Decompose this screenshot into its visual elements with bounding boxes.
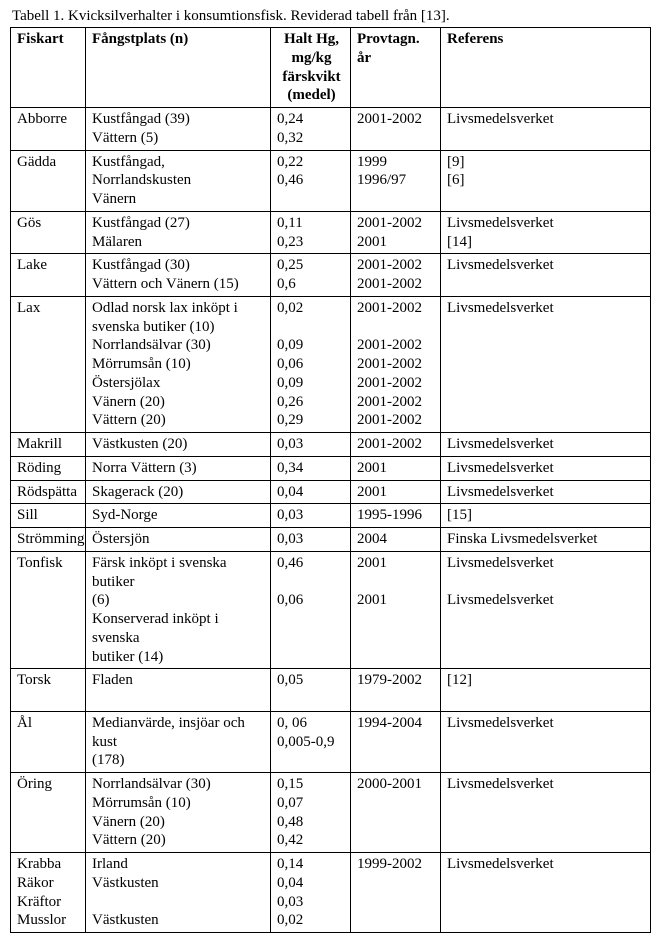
cell-plats: Medianvärde, insjöar och kust (178) [86, 711, 271, 772]
cell-halt: 0,03 [271, 433, 351, 457]
cell-plats: Kustfångad, Norrlandskusten Vänern [86, 150, 271, 211]
cell-fiskart: Abborre [11, 108, 86, 151]
cell-ar: 1979-2002 [351, 669, 441, 712]
cell-halt: 0,03 [271, 504, 351, 528]
table-caption: Tabell 1. Kvicksilverhalter i konsumtion… [12, 8, 650, 25]
cell-ref: Livsmedelsverket [441, 773, 651, 853]
table-row: LakeKustfångad (30) Vättern och Vänern (… [11, 254, 651, 297]
cell-ar: 2001-2002 [351, 433, 441, 457]
cell-halt: 0,22 0,46 [271, 150, 351, 211]
cell-fiskart: Strömming [11, 528, 86, 552]
cell-ref: Livsmedelsverket [441, 296, 651, 432]
cell-fiskart: Röding [11, 456, 86, 480]
cell-plats: Kustfångad (27) Mälaren [86, 211, 271, 254]
table-row: Krabba Räkor Kräftor MusslorIrland Västk… [11, 853, 651, 933]
cell-ref: Livsmedelsverket [441, 108, 651, 151]
cell-ref: Livsmedelsverket [441, 853, 651, 933]
table-row: LaxOdlad norsk lax inköpt i svenska buti… [11, 296, 651, 432]
cell-ref: Livsmedelsverket [441, 433, 651, 457]
col-plats: Fångstplats (n) [86, 28, 271, 108]
cell-ar: 1999 1996/97 [351, 150, 441, 211]
cell-ar: 2000-2001 [351, 773, 441, 853]
cell-fiskart: Öring [11, 773, 86, 853]
col-fiskart: Fiskart [11, 28, 86, 108]
cell-ref: [12] [441, 669, 651, 712]
cell-halt: 0,05 [271, 669, 351, 712]
cell-ref: Livsmedelsverket [441, 480, 651, 504]
table-row: AbborreKustfångad (39) Vättern (5)0,24 0… [11, 108, 651, 151]
table-row: GösKustfångad (27) Mälaren0,11 0,232001-… [11, 211, 651, 254]
table-row: RödspättaSkagerack (20)0,042001Livsmedel… [11, 480, 651, 504]
col-ref: Referens [441, 28, 651, 108]
table-row: RödingNorra Vättern (3)0,342001Livsmedel… [11, 456, 651, 480]
table-header-row: Fiskart Fångstplats (n) Halt Hg, mg/kg f… [11, 28, 651, 108]
cell-halt: 0,34 [271, 456, 351, 480]
cell-plats: Skagerack (20) [86, 480, 271, 504]
cell-ar: 2001 [351, 480, 441, 504]
cell-ar: 2001 [351, 456, 441, 480]
cell-fiskart: Rödspätta [11, 480, 86, 504]
table-row: TonfiskFärsk inköpt i svenska butiker (6… [11, 551, 651, 669]
cell-ar: 2004 [351, 528, 441, 552]
cell-fiskart: Gös [11, 211, 86, 254]
table-row: GäddaKustfångad, Norrlandskusten Vänern0… [11, 150, 651, 211]
col-halt: Halt Hg, mg/kg färskvikt (medel) [271, 28, 351, 108]
cell-plats: Östersjön [86, 528, 271, 552]
cell-ar: 1999-2002 [351, 853, 441, 933]
cell-plats: Västkusten (20) [86, 433, 271, 457]
cell-ar: 2001-2002 2001 [351, 211, 441, 254]
cell-ref: [9] [6] [441, 150, 651, 211]
cell-fiskart: Lax [11, 296, 86, 432]
table-row: StrömmingÖstersjön0,032004Finska Livsmed… [11, 528, 651, 552]
cell-fiskart: Sill [11, 504, 86, 528]
cell-plats: Odlad norsk lax inköpt i svenska butiker… [86, 296, 271, 432]
cell-halt: 0, 06 0,005-0,9 [271, 711, 351, 772]
cell-ar: 1995-1996 [351, 504, 441, 528]
cell-ref: Livsmedelsverket [14] [441, 211, 651, 254]
cell-ar: 2001-2002 2001-2002 [351, 254, 441, 297]
cell-fiskart: Krabba Räkor Kräftor Musslor [11, 853, 86, 933]
table-row: MakrillVästkusten (20)0,032001-2002Livsm… [11, 433, 651, 457]
cell-plats: Norrlandsälvar (30) Mörrumsån (10) Väner… [86, 773, 271, 853]
cell-ar: 2001-2002 2001-2002 2001-2002 2001-2002 … [351, 296, 441, 432]
cell-plats: Norra Vättern (3) [86, 456, 271, 480]
cell-halt: 0,11 0,23 [271, 211, 351, 254]
cell-fiskart: Ål [11, 711, 86, 772]
cell-halt: 0,03 [271, 528, 351, 552]
cell-fiskart: Lake [11, 254, 86, 297]
cell-ref: Livsmedelsverket [441, 456, 651, 480]
cell-halt: 0,24 0,32 [271, 108, 351, 151]
table-row: ÅlMedianvärde, insjöar och kust (178)0, … [11, 711, 651, 772]
col-ar: Provtagn. år [351, 28, 441, 108]
cell-ar: 2001 2001 [351, 551, 441, 669]
cell-fiskart: Makrill [11, 433, 86, 457]
cell-halt: 0,25 0,6 [271, 254, 351, 297]
table-body: AbborreKustfångad (39) Vättern (5)0,24 0… [11, 108, 651, 933]
cell-ref: [15] [441, 504, 651, 528]
cell-plats: Irland Västkusten Västkusten [86, 853, 271, 933]
cell-fiskart: Tonfisk [11, 551, 86, 669]
cell-ref: Livsmedelsverket [441, 711, 651, 772]
cell-ref: Livsmedelsverket [441, 254, 651, 297]
table-row: SillSyd-Norge0,031995-1996[15] [11, 504, 651, 528]
cell-halt: 0,14 0,04 0,03 0,02 [271, 853, 351, 933]
cell-halt: 0,04 [271, 480, 351, 504]
cell-halt: 0,15 0,07 0,48 0,42 [271, 773, 351, 853]
cell-ref: Livsmedelsverket Livsmedelsverket [441, 551, 651, 669]
cell-fiskart: Torsk [11, 669, 86, 712]
table-row: TorskFladen0,05 1979-2002[12] [11, 669, 651, 712]
mercury-table: Fiskart Fångstplats (n) Halt Hg, mg/kg f… [10, 27, 651, 933]
cell-halt: 0,02 0,09 0,06 0,09 0,26 0,29 [271, 296, 351, 432]
cell-ar: 1994-2004 [351, 711, 441, 772]
cell-plats: Fladen [86, 669, 271, 712]
cell-ar: 2001-2002 [351, 108, 441, 151]
cell-plats: Syd-Norge [86, 504, 271, 528]
cell-ref: Finska Livsmedelsverket [441, 528, 651, 552]
cell-plats: Kustfångad (39) Vättern (5) [86, 108, 271, 151]
cell-plats: Kustfångad (30) Vättern och Vänern (15) [86, 254, 271, 297]
cell-fiskart: Gädda [11, 150, 86, 211]
cell-halt: 0,46 0,06 [271, 551, 351, 669]
table-row: ÖringNorrlandsälvar (30) Mörrumsån (10) … [11, 773, 651, 853]
cell-plats: Färsk inköpt i svenska butiker (6) Konse… [86, 551, 271, 669]
